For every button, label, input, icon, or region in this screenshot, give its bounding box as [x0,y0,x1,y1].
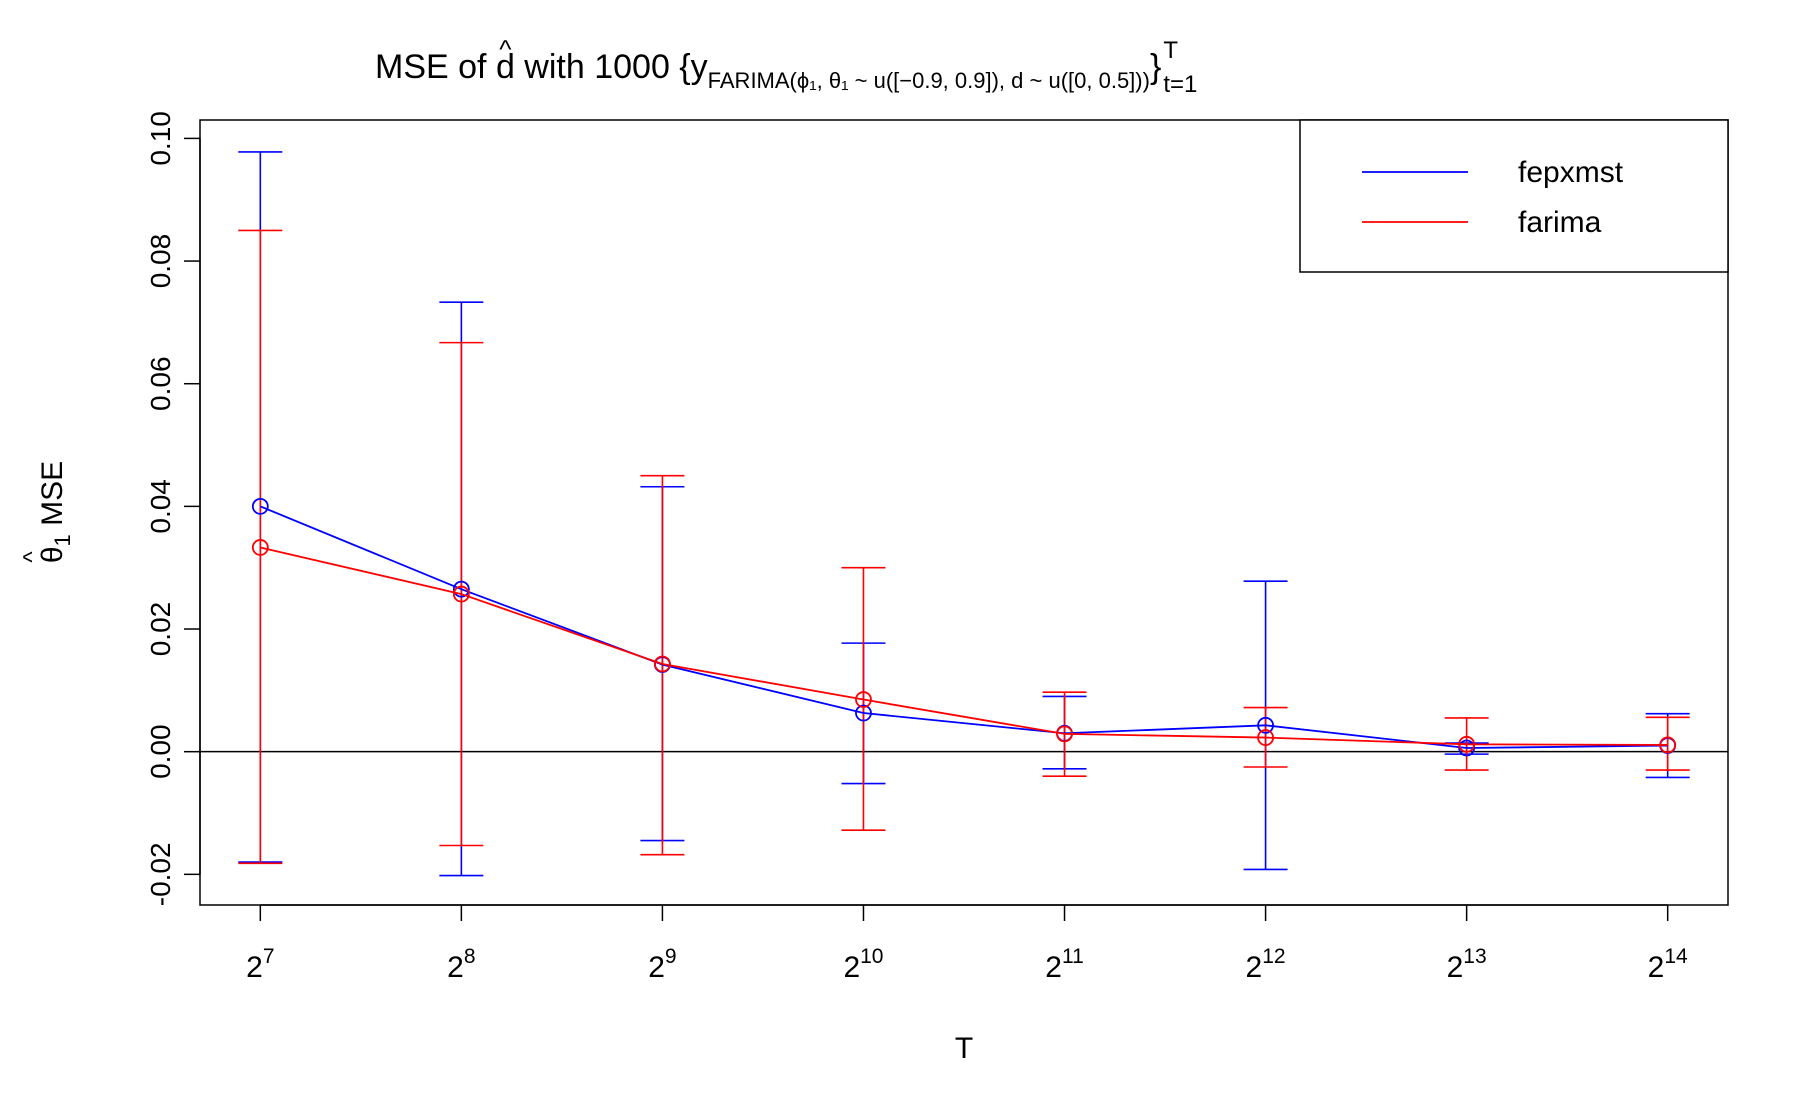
svg-text:θ1 MSE: θ1 MSE [36,461,75,563]
data-point-farima [1056,725,1073,743]
series-line-group-farima [251,539,1677,754]
y-tick-label: 0.02 [145,602,176,657]
ylabel-hat-base: θ [36,546,69,563]
data-point-farima [1659,736,1677,754]
y-axis: -0.02 0.00 0.02 0.04 0.06 0.08 0.10 [145,111,201,906]
data-point-fepxmst [855,704,872,722]
data-point-farima [855,691,872,708]
x-tick-label: 214 [1648,945,1688,984]
legend-label-farima: farima [1518,206,1602,239]
y-axis-label: θ1 MSE ^ [19,461,75,563]
data-point-farima [654,655,671,673]
legend: fepxmst farima [1299,119,1729,273]
title-superscript: T [1163,37,1178,64]
data-point-farima [1458,735,1476,753]
y-tick-label: 0.10 [145,111,176,166]
title-hat-base: d [496,48,515,86]
y-tick-label: 0.04 [145,479,176,534]
title-close: } [1150,48,1161,86]
y-tick-label: 0.06 [145,356,176,411]
ylabel-hat-symbol: ^ [19,551,46,563]
title-subscript-index: t=1 [1163,71,1197,98]
series-layer [238,151,1690,877]
data-point-farima [251,539,269,556]
ylabel-sub: 1 [50,534,75,546]
series-line-farima [260,546,1668,746]
chart-title: MSE of d with 1000 {yFARIMA(ϕ₁, θ₁ ~ u([… [375,48,1161,93]
data-point-fepxmst [452,580,470,598]
series-line-fepxmst [259,505,1668,749]
ylabel-rest: MSE [36,461,69,534]
y-tick-label: 0.00 [145,724,176,779]
x-axis: 27 28 29 210 211 212 213 214 [246,904,1688,984]
x-tick-label: 27 [246,945,274,984]
title-mid: with 1000 {y [515,48,708,86]
data-point-fepxmst [1257,716,1274,734]
data-point-farima [1257,729,1274,746]
series-farima [238,229,1690,865]
title-hat-symbol: ^ [499,34,512,64]
x-tick-label: 213 [1447,945,1487,984]
title-subscript: FARIMA(ϕ₁, θ₁ ~ u([−0.9, 0.9]), d ~ u([0… [708,68,1150,93]
data-point-fepxmst [251,497,269,515]
legend-label-fepxmst: fepxmst [1518,156,1624,189]
y-tick-label: -0.02 [145,842,176,906]
x-axis-label: T [955,1032,973,1065]
x-tick-label: 29 [648,945,676,984]
data-point-farima [452,585,470,603]
legend-box [1299,119,1729,273]
x-tick-label: 28 [447,945,475,984]
x-tick-label: 212 [1246,945,1286,984]
x-tick-label: 210 [843,945,883,984]
x-tick-label: 211 [1045,945,1084,984]
title-main: MSE of [375,48,496,86]
y-tick-label: 0.08 [145,234,176,289]
series-line-group-fepxmst [251,497,1677,757]
